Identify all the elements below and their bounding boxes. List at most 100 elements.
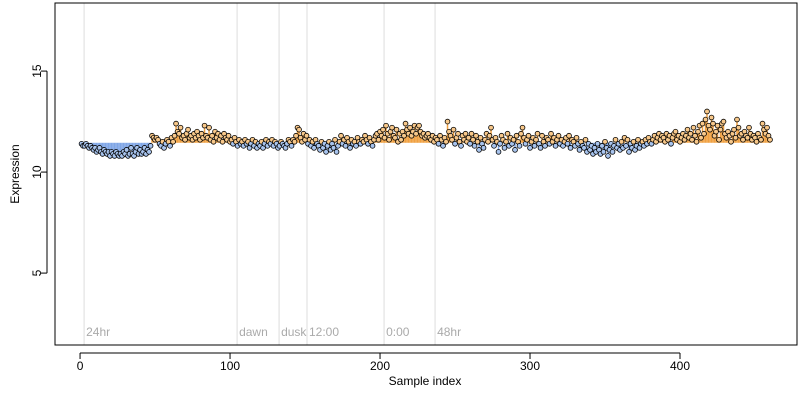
point <box>123 147 130 153</box>
point <box>389 124 395 131</box>
point <box>581 145 587 151</box>
point <box>668 140 674 147</box>
point <box>531 143 538 149</box>
point <box>600 149 607 155</box>
point <box>173 120 179 127</box>
point <box>510 136 517 143</box>
point <box>210 138 217 145</box>
point <box>206 124 212 131</box>
point <box>491 143 497 149</box>
point <box>488 124 494 131</box>
x-tick-label: 300 <box>520 359 540 373</box>
point <box>692 132 698 139</box>
point <box>618 138 625 145</box>
point <box>407 124 413 131</box>
point <box>495 149 502 155</box>
point <box>567 145 574 151</box>
point <box>759 120 766 127</box>
point <box>147 143 154 149</box>
point <box>486 132 493 139</box>
point <box>717 126 724 133</box>
point <box>734 116 740 123</box>
point <box>527 145 533 151</box>
plot-frame <box>54 2 798 346</box>
point <box>720 118 727 125</box>
point <box>690 124 697 131</box>
x-tick-label: 0 <box>77 359 84 373</box>
point <box>564 140 571 147</box>
point <box>473 132 479 139</box>
point <box>219 138 226 145</box>
point <box>503 138 509 145</box>
point <box>602 138 608 145</box>
y-axis-label: Expression <box>8 144 22 203</box>
point <box>480 145 487 151</box>
point <box>288 143 295 149</box>
point <box>485 138 491 145</box>
point <box>566 132 572 139</box>
point <box>128 145 134 151</box>
point <box>462 130 469 137</box>
point <box>626 149 632 155</box>
point <box>402 120 409 127</box>
point <box>386 136 392 143</box>
point <box>701 130 707 137</box>
point <box>710 120 716 127</box>
point <box>311 145 317 151</box>
point <box>693 138 700 145</box>
point <box>746 124 752 131</box>
point <box>338 132 344 139</box>
point <box>552 143 559 149</box>
point <box>624 136 631 143</box>
point <box>167 143 173 149</box>
point <box>744 134 751 141</box>
point <box>713 128 719 135</box>
point <box>398 136 404 143</box>
point <box>707 126 713 133</box>
point <box>303 132 310 139</box>
x-axis-label: Sample index <box>389 374 462 388</box>
point <box>714 122 721 129</box>
point <box>764 124 770 131</box>
point <box>537 145 544 151</box>
points <box>78 108 773 159</box>
point <box>732 134 739 141</box>
point <box>449 136 455 143</box>
point <box>452 140 458 147</box>
x-tick-label: 400 <box>670 359 690 373</box>
point <box>630 138 637 145</box>
point <box>539 132 545 139</box>
point <box>347 145 353 151</box>
point <box>612 136 619 143</box>
y-tick-label: 5 <box>30 269 44 276</box>
point <box>740 136 746 143</box>
point <box>582 136 589 143</box>
point <box>594 140 601 147</box>
point <box>704 108 710 115</box>
point <box>291 138 298 145</box>
point <box>555 132 562 139</box>
point <box>699 120 706 127</box>
point <box>323 149 329 155</box>
point <box>735 124 742 131</box>
point <box>444 118 451 125</box>
annotation-label: 24hr <box>86 325 110 339</box>
point <box>177 124 184 131</box>
point <box>474 138 481 145</box>
point <box>576 147 583 153</box>
point <box>519 124 526 131</box>
point <box>170 138 176 145</box>
point <box>443 138 449 145</box>
point <box>716 136 722 143</box>
point <box>185 126 191 133</box>
point <box>353 143 359 149</box>
point <box>687 130 694 137</box>
point <box>401 132 407 139</box>
annotation-label: dawn <box>239 325 268 339</box>
point <box>171 132 178 139</box>
point <box>182 136 188 143</box>
annotation-label: 48hr <box>437 325 461 339</box>
point <box>381 134 388 141</box>
point <box>465 134 472 141</box>
